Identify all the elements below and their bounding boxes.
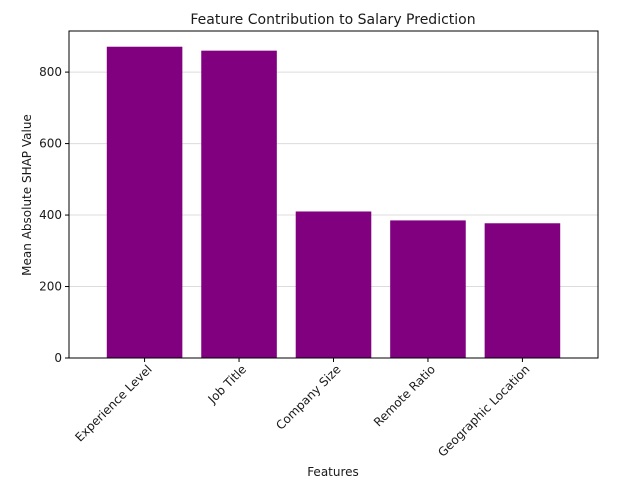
bar (390, 220, 466, 358)
x-tick-label: Remote Ratio (371, 362, 438, 429)
y-tick-label: 0 (54, 351, 62, 365)
y-tick-label: 800 (39, 65, 62, 79)
x-tick-label: Geographic Location (435, 362, 532, 459)
y-tick-label: 200 (39, 280, 62, 294)
y-tick-label: 400 (39, 208, 62, 222)
y-axis-ticks: 0 200 400 600 800 (39, 65, 69, 365)
x-tick-label: Job Title (205, 362, 250, 407)
bar (201, 50, 277, 359)
bar (295, 211, 372, 358)
x-axis-label: Features (307, 465, 359, 479)
y-tick-label: 600 (39, 137, 62, 151)
chart-title: Feature Contribution to Salary Predictio… (190, 12, 475, 28)
bar (106, 46, 183, 359)
x-tick-label: Experience Level (72, 362, 154, 444)
x-axis-ticks: Experience Level Job Title Company Size Rem… (72, 358, 533, 460)
bars (106, 46, 561, 359)
y-axis-label: Mean Absolute SHAP Value (20, 114, 34, 276)
bar (484, 223, 561, 358)
x-tick-label: Company Size (273, 362, 343, 432)
